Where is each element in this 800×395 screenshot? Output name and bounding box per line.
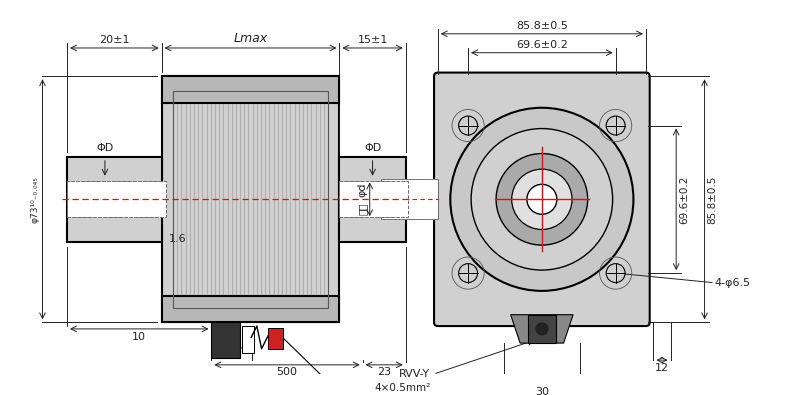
Text: 69.6±0.2: 69.6±0.2 — [516, 40, 568, 50]
Text: 4×0.5mm²: 4×0.5mm² — [374, 382, 430, 393]
Text: 500: 500 — [277, 367, 298, 377]
Bar — [67, 157, 162, 242]
Text: 1.6: 1.6 — [170, 234, 187, 244]
Text: 85.8±0.5: 85.8±0.5 — [707, 175, 718, 224]
FancyBboxPatch shape — [434, 73, 650, 326]
Bar — [67, 181, 166, 217]
Text: 85.8±0.5: 85.8±0.5 — [516, 21, 568, 31]
Text: 69.6±0.2: 69.6±0.2 — [679, 175, 689, 224]
Bar — [211, 322, 240, 358]
Text: φ73¹⁰₋₀.₀₄₅: φ73¹⁰₋₀.₀₄₅ — [30, 176, 40, 223]
Polygon shape — [162, 76, 339, 322]
Text: Lmax: Lmax — [234, 32, 268, 45]
Text: 10: 10 — [132, 332, 146, 342]
Circle shape — [606, 116, 625, 135]
Bar — [162, 296, 339, 322]
Bar — [528, 315, 556, 343]
Text: 通孔: 通孔 — [358, 203, 368, 215]
Circle shape — [458, 116, 478, 135]
Text: 50: 50 — [225, 351, 238, 361]
Text: 30: 30 — [535, 387, 549, 395]
Circle shape — [512, 169, 572, 229]
Bar — [242, 326, 254, 353]
Text: 20±1: 20±1 — [99, 35, 130, 45]
Circle shape — [496, 154, 588, 245]
Text: 12: 12 — [655, 363, 669, 373]
Text: RVV-Y: RVV-Y — [399, 369, 430, 379]
Text: ΦD: ΦD — [96, 143, 114, 153]
Bar — [339, 157, 406, 242]
Circle shape — [527, 184, 557, 214]
Text: 4-φ6.5: 4-φ6.5 — [714, 278, 750, 288]
Circle shape — [471, 128, 613, 270]
Text: 15±1: 15±1 — [358, 35, 388, 45]
Circle shape — [450, 108, 634, 291]
Text: 23: 23 — [377, 367, 391, 377]
Circle shape — [458, 263, 478, 282]
Bar — [339, 181, 407, 217]
Circle shape — [535, 322, 549, 335]
Text: φd: φd — [358, 182, 368, 197]
Polygon shape — [510, 315, 573, 343]
Bar — [162, 76, 339, 103]
Bar — [268, 328, 283, 349]
Bar — [381, 179, 438, 219]
Text: ΦD: ΦD — [364, 143, 381, 153]
Circle shape — [606, 263, 625, 282]
